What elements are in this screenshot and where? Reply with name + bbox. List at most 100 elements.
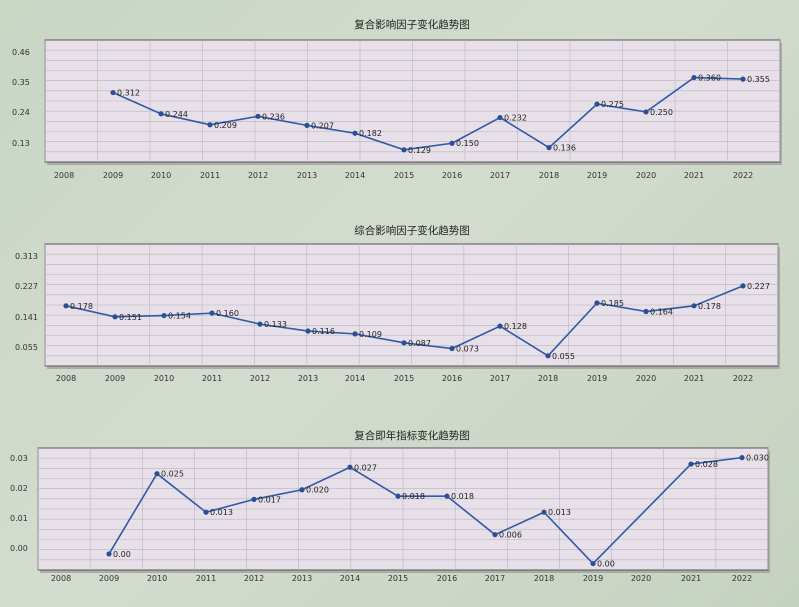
x-tick-label: 2012 xyxy=(250,374,270,383)
x-tick-label: 2017 xyxy=(490,374,510,383)
x-tick-label: 2022 xyxy=(732,574,752,583)
data-label: 0.250 xyxy=(650,108,673,117)
x-tick-label: 2014 xyxy=(340,574,360,583)
x-tick-label: 2013 xyxy=(292,574,312,583)
data-point xyxy=(352,130,358,136)
data-point xyxy=(395,493,401,499)
data-point xyxy=(492,532,498,538)
y-tick-label: 0.313 xyxy=(15,252,38,261)
x-tick-label: 2018 xyxy=(539,171,559,180)
data-label: 0.030 xyxy=(746,454,769,463)
data-point xyxy=(305,328,311,334)
x-tick-label: 2009 xyxy=(103,171,123,180)
data-label: 0.025 xyxy=(161,470,184,479)
x-tick-label: 2019 xyxy=(587,374,607,383)
data-label: 0.018 xyxy=(451,492,474,501)
composite-impact-factor-chart: 复合影响因子变化趋势图 0.46 0.35 0.24 0.13 2008 2009 2010… xyxy=(12,18,782,180)
data-label: 0.244 xyxy=(165,110,188,119)
x-tick-label: 2013 xyxy=(297,171,317,180)
data-point xyxy=(449,345,455,352)
x-tick-label: 2017 xyxy=(485,574,505,583)
x-tick-label: 2021 xyxy=(684,374,704,383)
x-tick-label: 2016 xyxy=(437,574,457,583)
x-tick-label: 2008 xyxy=(51,574,71,583)
data-label: 0.178 xyxy=(698,302,721,311)
x-tick-label: 2008 xyxy=(56,374,76,383)
data-point xyxy=(740,283,746,289)
data-label: 0.207 xyxy=(311,121,334,130)
x-tick-label: 2016 xyxy=(442,374,462,383)
data-label: 0.027 xyxy=(354,463,377,472)
data-point xyxy=(691,74,697,81)
x-tick-label: 2016 xyxy=(442,171,462,180)
data-label: 0.00 xyxy=(597,560,615,569)
data-point xyxy=(643,308,649,315)
y-tick-label: 0.24 xyxy=(12,108,30,117)
data-label: 0.151 xyxy=(119,313,142,322)
data-point xyxy=(161,312,167,319)
x-tick-label: 2019 xyxy=(583,574,603,583)
x-tick-label: 2015 xyxy=(388,574,408,583)
data-label: 0.00 xyxy=(113,550,131,559)
chart-title: 复合即年指标变化趋势图 xyxy=(354,429,470,442)
data-label: 0.013 xyxy=(548,508,571,517)
data-point xyxy=(352,331,358,337)
data-point xyxy=(497,323,503,329)
data-point xyxy=(449,140,455,146)
x-tick-label: 2010 xyxy=(151,171,171,180)
comprehensive-impact-factor-chart: 综合影响因子变化趋势图 0.313 0.227 0.141 0.055 2008 2009… xyxy=(15,224,780,383)
x-tick-label: 2012 xyxy=(248,171,268,180)
x-tick-label: 2021 xyxy=(681,574,701,583)
x-tick-label: 2015 xyxy=(394,374,414,383)
data-point xyxy=(154,471,160,477)
x-tick-label: 2011 xyxy=(202,374,222,383)
y-tick-label: 0.03 xyxy=(10,454,28,463)
y-tick-label: 0.055 xyxy=(15,343,38,352)
data-label: 0.164 xyxy=(650,308,673,317)
x-tick-label: 2009 xyxy=(105,374,125,383)
series-line xyxy=(112,76,744,151)
x-tick-label: 2019 xyxy=(587,171,607,180)
x-tick-label: 2021 xyxy=(684,171,704,180)
data-point xyxy=(594,101,600,107)
x-tick-label: 2012 xyxy=(244,574,264,583)
data-label: 0.355 xyxy=(747,75,770,84)
data-point xyxy=(255,113,261,119)
data-point xyxy=(304,122,310,128)
chart-title: 综合影响因子变化趋势图 xyxy=(354,224,470,237)
x-tick-label: 2011 xyxy=(200,171,220,180)
data-label: 0.275 xyxy=(601,100,624,109)
data-label: 0.312 xyxy=(117,89,140,98)
data-point xyxy=(299,487,305,493)
x-tick-label: 2020 xyxy=(636,374,656,383)
data-label: 0.178 xyxy=(70,302,93,311)
y-tick-label: 0.00 xyxy=(10,544,28,553)
data-label: 0.185 xyxy=(601,299,624,308)
x-tick-label: 2020 xyxy=(636,171,656,180)
data-point xyxy=(63,303,69,309)
data-point xyxy=(347,464,353,470)
chart-title: 复合影响因子变化趋势图 xyxy=(354,18,470,31)
data-point xyxy=(401,147,407,153)
data-point xyxy=(112,314,118,320)
x-tick-label: 2013 xyxy=(298,374,318,383)
data-label: 0.020 xyxy=(306,486,329,495)
x-tick-label: 2009 xyxy=(99,574,119,583)
data-point xyxy=(106,551,112,557)
data-point xyxy=(691,303,697,309)
x-tick-label: 2018 xyxy=(534,574,554,583)
data-label: 0.160 xyxy=(216,309,239,318)
data-label: 0.018 xyxy=(402,492,425,501)
data-label: 0.087 xyxy=(408,339,431,348)
data-point xyxy=(497,114,503,121)
data-point xyxy=(401,340,407,346)
x-tick-label: 2022 xyxy=(733,374,753,383)
data-point xyxy=(541,509,547,515)
data-point xyxy=(594,300,600,306)
data-point xyxy=(643,109,649,115)
data-point xyxy=(158,111,164,117)
y-tick-label: 0.01 xyxy=(10,514,28,523)
data-point xyxy=(110,89,116,96)
data-point xyxy=(740,76,746,82)
data-label: 0.128 xyxy=(504,322,527,331)
